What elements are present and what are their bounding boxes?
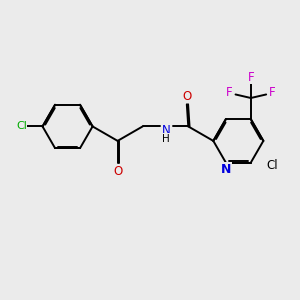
Text: H: H bbox=[162, 134, 170, 144]
Text: F: F bbox=[269, 86, 276, 100]
Text: O: O bbox=[182, 90, 191, 103]
Text: F: F bbox=[226, 86, 232, 100]
Text: O: O bbox=[113, 165, 122, 178]
Text: F: F bbox=[248, 71, 254, 84]
Text: Cl: Cl bbox=[16, 122, 27, 131]
Text: Cl: Cl bbox=[266, 159, 278, 172]
Text: N: N bbox=[162, 124, 171, 137]
Text: N: N bbox=[220, 164, 231, 176]
